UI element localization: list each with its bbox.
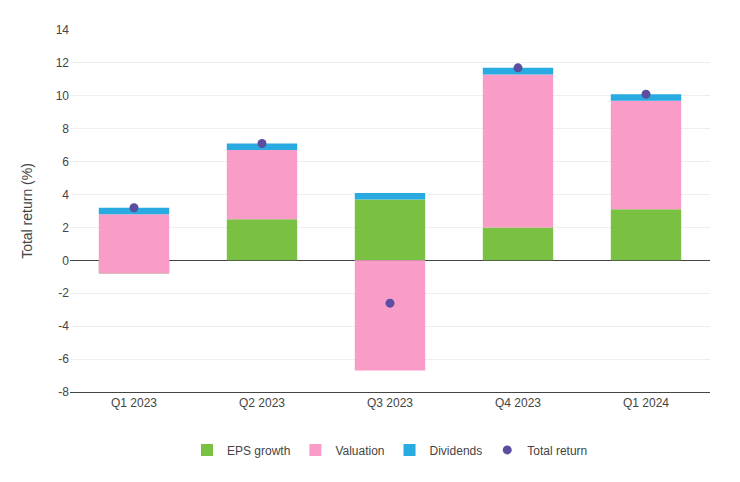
svg-text:14: 14 (56, 23, 70, 37)
svg-text:Valuation: Valuation (335, 444, 384, 458)
svg-text:Total return: Total return (527, 444, 587, 458)
svg-text:Q2 2023: Q2 2023 (239, 396, 285, 410)
svg-text:-6: -6 (58, 352, 69, 366)
svg-text:Q3 2023: Q3 2023 (367, 396, 413, 410)
svg-text:6: 6 (62, 155, 69, 169)
svg-text:Total return (%): Total return (%) (19, 163, 35, 259)
svg-text:-4: -4 (58, 319, 69, 333)
svg-text:4: 4 (62, 188, 69, 202)
svg-text:10: 10 (56, 89, 70, 103)
svg-text:Q4 2023: Q4 2023 (495, 396, 541, 410)
svg-text:-8: -8 (58, 385, 69, 399)
svg-text:Q1 2023: Q1 2023 (111, 396, 157, 410)
svg-text:EPS growth: EPS growth (227, 444, 290, 458)
svg-text:-2: -2 (58, 286, 69, 300)
svg-text:0: 0 (62, 254, 69, 268)
svg-text:Q1 2024: Q1 2024 (623, 396, 669, 410)
svg-text:8: 8 (62, 122, 69, 136)
svg-text:12: 12 (56, 56, 70, 70)
svg-text:Dividends: Dividends (430, 444, 483, 458)
svg-text:2: 2 (62, 221, 69, 235)
